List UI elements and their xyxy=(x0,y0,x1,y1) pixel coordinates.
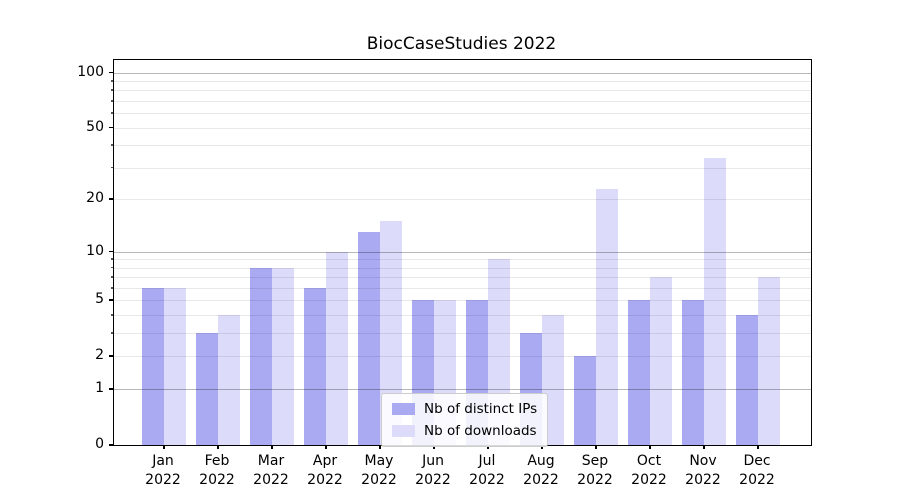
bar-dec-downloads xyxy=(758,277,780,445)
bar-oct-downloads xyxy=(650,277,672,445)
y-tick-label-50: 50 xyxy=(86,118,104,135)
y-tick-mark xyxy=(109,250,113,252)
bar-mar-ips xyxy=(250,267,272,445)
x-tick-label-aug: Aug 2022 xyxy=(523,453,559,488)
legend-label: Nb of downloads xyxy=(424,423,537,439)
x-tick-mark xyxy=(163,445,165,449)
y-tick-label-5: 5 xyxy=(95,291,104,308)
y-tick-mark xyxy=(109,299,113,301)
y-minor-tick-mark xyxy=(110,258,113,260)
y-tick-label-1: 1 xyxy=(95,380,104,397)
x-tick-mark xyxy=(487,445,489,449)
bar-feb-ips xyxy=(196,333,218,445)
y-tick-mark xyxy=(109,444,113,446)
bars-layer xyxy=(114,60,811,445)
y-minor-tick-mark xyxy=(110,80,113,82)
x-tick-mark xyxy=(217,445,219,449)
bar-may-downloads xyxy=(380,221,402,445)
y-tick-label-0: 0 xyxy=(95,436,104,452)
y-minor-tick-mark xyxy=(110,112,113,114)
legend-swatch-icon xyxy=(392,403,415,415)
bar-may-ips xyxy=(358,232,380,445)
chart-title: BiocCaseStudies 2022 xyxy=(366,34,557,54)
bar-jan-downloads xyxy=(164,288,186,445)
y-minor-tick-mark xyxy=(110,276,113,278)
x-tick-label-jun: Jun 2022 xyxy=(415,453,451,488)
bar-feb-downloads xyxy=(218,315,240,445)
legend-row-ips: Nb of distinct IPs xyxy=(392,401,537,417)
x-tick-label-jan: Jan 2022 xyxy=(145,453,181,488)
bar-dec-ips xyxy=(736,315,758,445)
x-tick-label-apr: Apr 2022 xyxy=(307,453,343,488)
y-minor-tick-mark xyxy=(110,166,113,169)
bar-apr-downloads xyxy=(326,251,348,445)
x-tick-mark xyxy=(541,445,543,449)
y-tick-label-20: 20 xyxy=(86,190,104,207)
y-minor-tick-mark xyxy=(110,314,113,316)
x-tick-label-may: May 2022 xyxy=(361,453,397,488)
bar-sep-ips xyxy=(574,356,596,445)
x-tick-label-sep: Sep 2022 xyxy=(577,453,613,488)
bar-mar-downloads xyxy=(272,267,294,445)
bar-oct-ips xyxy=(628,300,650,445)
x-tick-mark xyxy=(433,445,435,449)
bar-apr-ips xyxy=(304,288,326,445)
x-tick-label-oct: Oct 2022 xyxy=(631,453,667,488)
y-tick-mark xyxy=(109,355,113,357)
x-tick-label-mar: Mar 2022 xyxy=(253,453,289,488)
y-minor-tick-mark xyxy=(110,89,113,91)
legend: Nb of distinct IPs Nb of downloads xyxy=(381,393,549,447)
x-tick-mark xyxy=(649,445,651,449)
x-tick-label-feb: Feb 2022 xyxy=(199,453,235,488)
legend-label: Nb of distinct IPs xyxy=(424,401,538,417)
x-tick-label-dec: Dec 2022 xyxy=(739,453,775,488)
x-tick-mark xyxy=(271,445,273,449)
y-tick-mark xyxy=(109,126,113,129)
y-tick-mark xyxy=(109,388,113,390)
bar-nov-ips xyxy=(682,300,704,445)
y-tick-mark xyxy=(109,71,113,74)
legend-row-downloads: Nb of downloads xyxy=(392,423,537,439)
x-tick-mark xyxy=(703,445,705,449)
bar-jan-ips xyxy=(142,288,164,445)
bar-nov-downloads xyxy=(704,158,726,445)
bar-sep-downloads xyxy=(596,188,618,445)
y-tick-label-10: 10 xyxy=(86,242,104,259)
y-minor-tick-mark xyxy=(110,266,113,269)
x-tick-label-jul: Jul 2022 xyxy=(469,453,505,488)
y-tick-label-2: 2 xyxy=(95,347,104,364)
x-tick-mark xyxy=(325,445,327,449)
y-minor-tick-mark xyxy=(110,144,113,146)
y-tick-mark xyxy=(109,198,113,200)
y-tick-label-100: 100 xyxy=(77,63,104,80)
x-tick-mark xyxy=(379,445,381,449)
legend-swatch-icon xyxy=(392,425,415,437)
y-minor-tick-mark xyxy=(110,100,113,102)
x-tick-label-nov: Nov 2022 xyxy=(685,453,721,488)
x-tick-mark xyxy=(757,445,759,449)
x-tick-mark xyxy=(595,445,597,449)
y-minor-tick-mark xyxy=(110,332,113,334)
y-minor-tick-mark xyxy=(110,287,113,289)
plot-area: Nb of distinct IPs Nb of downloads xyxy=(113,59,812,447)
